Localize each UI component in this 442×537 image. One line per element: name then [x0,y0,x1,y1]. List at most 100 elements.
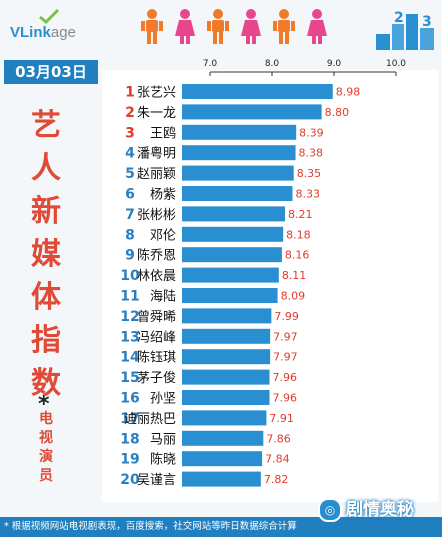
svg-text:3: 3 [422,14,432,30]
person-icon [175,9,195,44]
person-icon [273,9,295,44]
watermark-text: 剧情奥秘 [346,500,414,520]
vlinkage-logo: VLinkage [10,8,100,44]
value-label: 7.99 [274,310,299,323]
value-label: 8.39 [299,126,324,139]
person-icon [207,9,229,44]
bar [182,328,271,344]
watermark: ◎ 剧情奥秘 [318,496,414,524]
value-label: 8.98 [336,86,361,99]
bar [182,308,272,324]
rank-label: 13 [120,329,139,345]
x-tick-label: 10.0 [386,59,406,69]
bar [182,206,286,222]
bar [182,471,261,487]
rank-label: 17 [120,411,139,427]
date-badge: 03月03日 [4,60,98,84]
check-mark-icon [39,8,60,24]
actor-name: 曾舜晞 [137,310,176,325]
actor-name: 迪丽热巴 [124,412,176,427]
rank-label: 4 [125,146,135,162]
value-label: 8.11 [282,269,307,282]
spiral-logo-icon: ◎ [318,498,342,522]
value-label: 8.35 [297,167,322,180]
actor-name: 杨紫 [150,188,176,203]
side-subtitle: 电 视 演 员 [36,410,56,486]
rank-label: 11 [120,289,139,305]
side-subtitle-char: 电 [39,411,53,427]
value-label: 7.96 [273,392,298,405]
actor-name: 张彬彬 [137,208,176,223]
actor-name: 陈钰琪 [137,350,176,366]
bar [182,288,278,303]
x-tick-label: 9.0 [327,59,342,69]
value-label: 7.91 [269,412,294,425]
actor-name: 邓伦 [150,228,176,243]
value-label: 8.18 [286,228,311,241]
bar-decoration-icon: 2 3 [376,10,434,50]
bar [182,84,333,99]
rank-label: 1 [125,85,135,101]
value-label: 8.09 [281,290,306,303]
logo-text: VLinkage [10,24,76,41]
bar [182,104,322,120]
rank-label: 12 [120,309,139,325]
chart-panel [102,70,438,502]
side-title-char: 新 [31,194,61,229]
bar [182,349,271,365]
rank-label: 10 [120,268,140,284]
rank-label: 6 [125,187,135,203]
side-title: 艺 人 新 媒 体 指 数 [28,104,64,405]
actor-name: 王鸥 [150,125,176,141]
actor-name: 陈乔恩 [137,248,176,264]
rank-label: 20 [120,472,140,488]
bar [182,124,297,140]
value-label: 7.97 [273,351,298,364]
bar [182,145,296,161]
rank-label: 16 [120,391,139,407]
side-title-char: 指 [31,323,61,358]
actor-name: 茅子俊 [137,371,176,386]
actor-name: 孙坚 [150,392,176,407]
bar [182,451,263,467]
bar [182,410,267,426]
value-label: 7.96 [273,371,298,384]
bar [182,226,284,242]
rank-label: 5 [125,166,135,182]
value-label: 8.16 [285,249,310,262]
actor-name: 海陆 [150,289,176,305]
side-subtitle-char: 员 [39,468,53,484]
rank-label: 8 [125,227,135,243]
value-label: 8.38 [299,147,324,160]
rank-label: 19 [120,452,139,468]
person-icon [141,9,163,44]
value-label: 8.21 [288,208,313,221]
actor-name: 潘粤明 [137,146,176,162]
logo-age: age [50,24,76,41]
side-title-char: 数 [31,366,61,401]
person-icon [241,9,261,44]
side-title-char: 人 [31,151,61,186]
person-icon [307,9,327,44]
bar [182,390,270,405]
bar [182,267,279,283]
value-label: 7.97 [273,330,298,343]
side-title-char: 媒 [31,237,61,272]
value-label: 8.33 [295,188,320,201]
actor-name: 张艺兴 [137,86,176,101]
side-title-char: 体 [31,280,61,315]
svg-text:2: 2 [394,10,404,26]
person-icons-row [141,9,327,44]
actor-name: 赵丽颖 [137,167,176,182]
actor-name: 吴谨言 [137,473,176,488]
actor-name: 冯绍峰 [137,330,176,345]
actor-name: 朱一龙 [137,106,176,121]
logo-v: V [10,24,21,41]
side-subtitle-char: 演 [39,449,53,465]
rank-label: 3 [125,125,135,141]
value-label: 7.84 [265,453,290,466]
rank-label: 18 [120,431,139,447]
actor-name: 林依晨 [137,269,176,284]
footer-note: * 根据视频网站电视剧表现，百度搜索，社交网站等昨日数据综合计算 [0,517,442,537]
